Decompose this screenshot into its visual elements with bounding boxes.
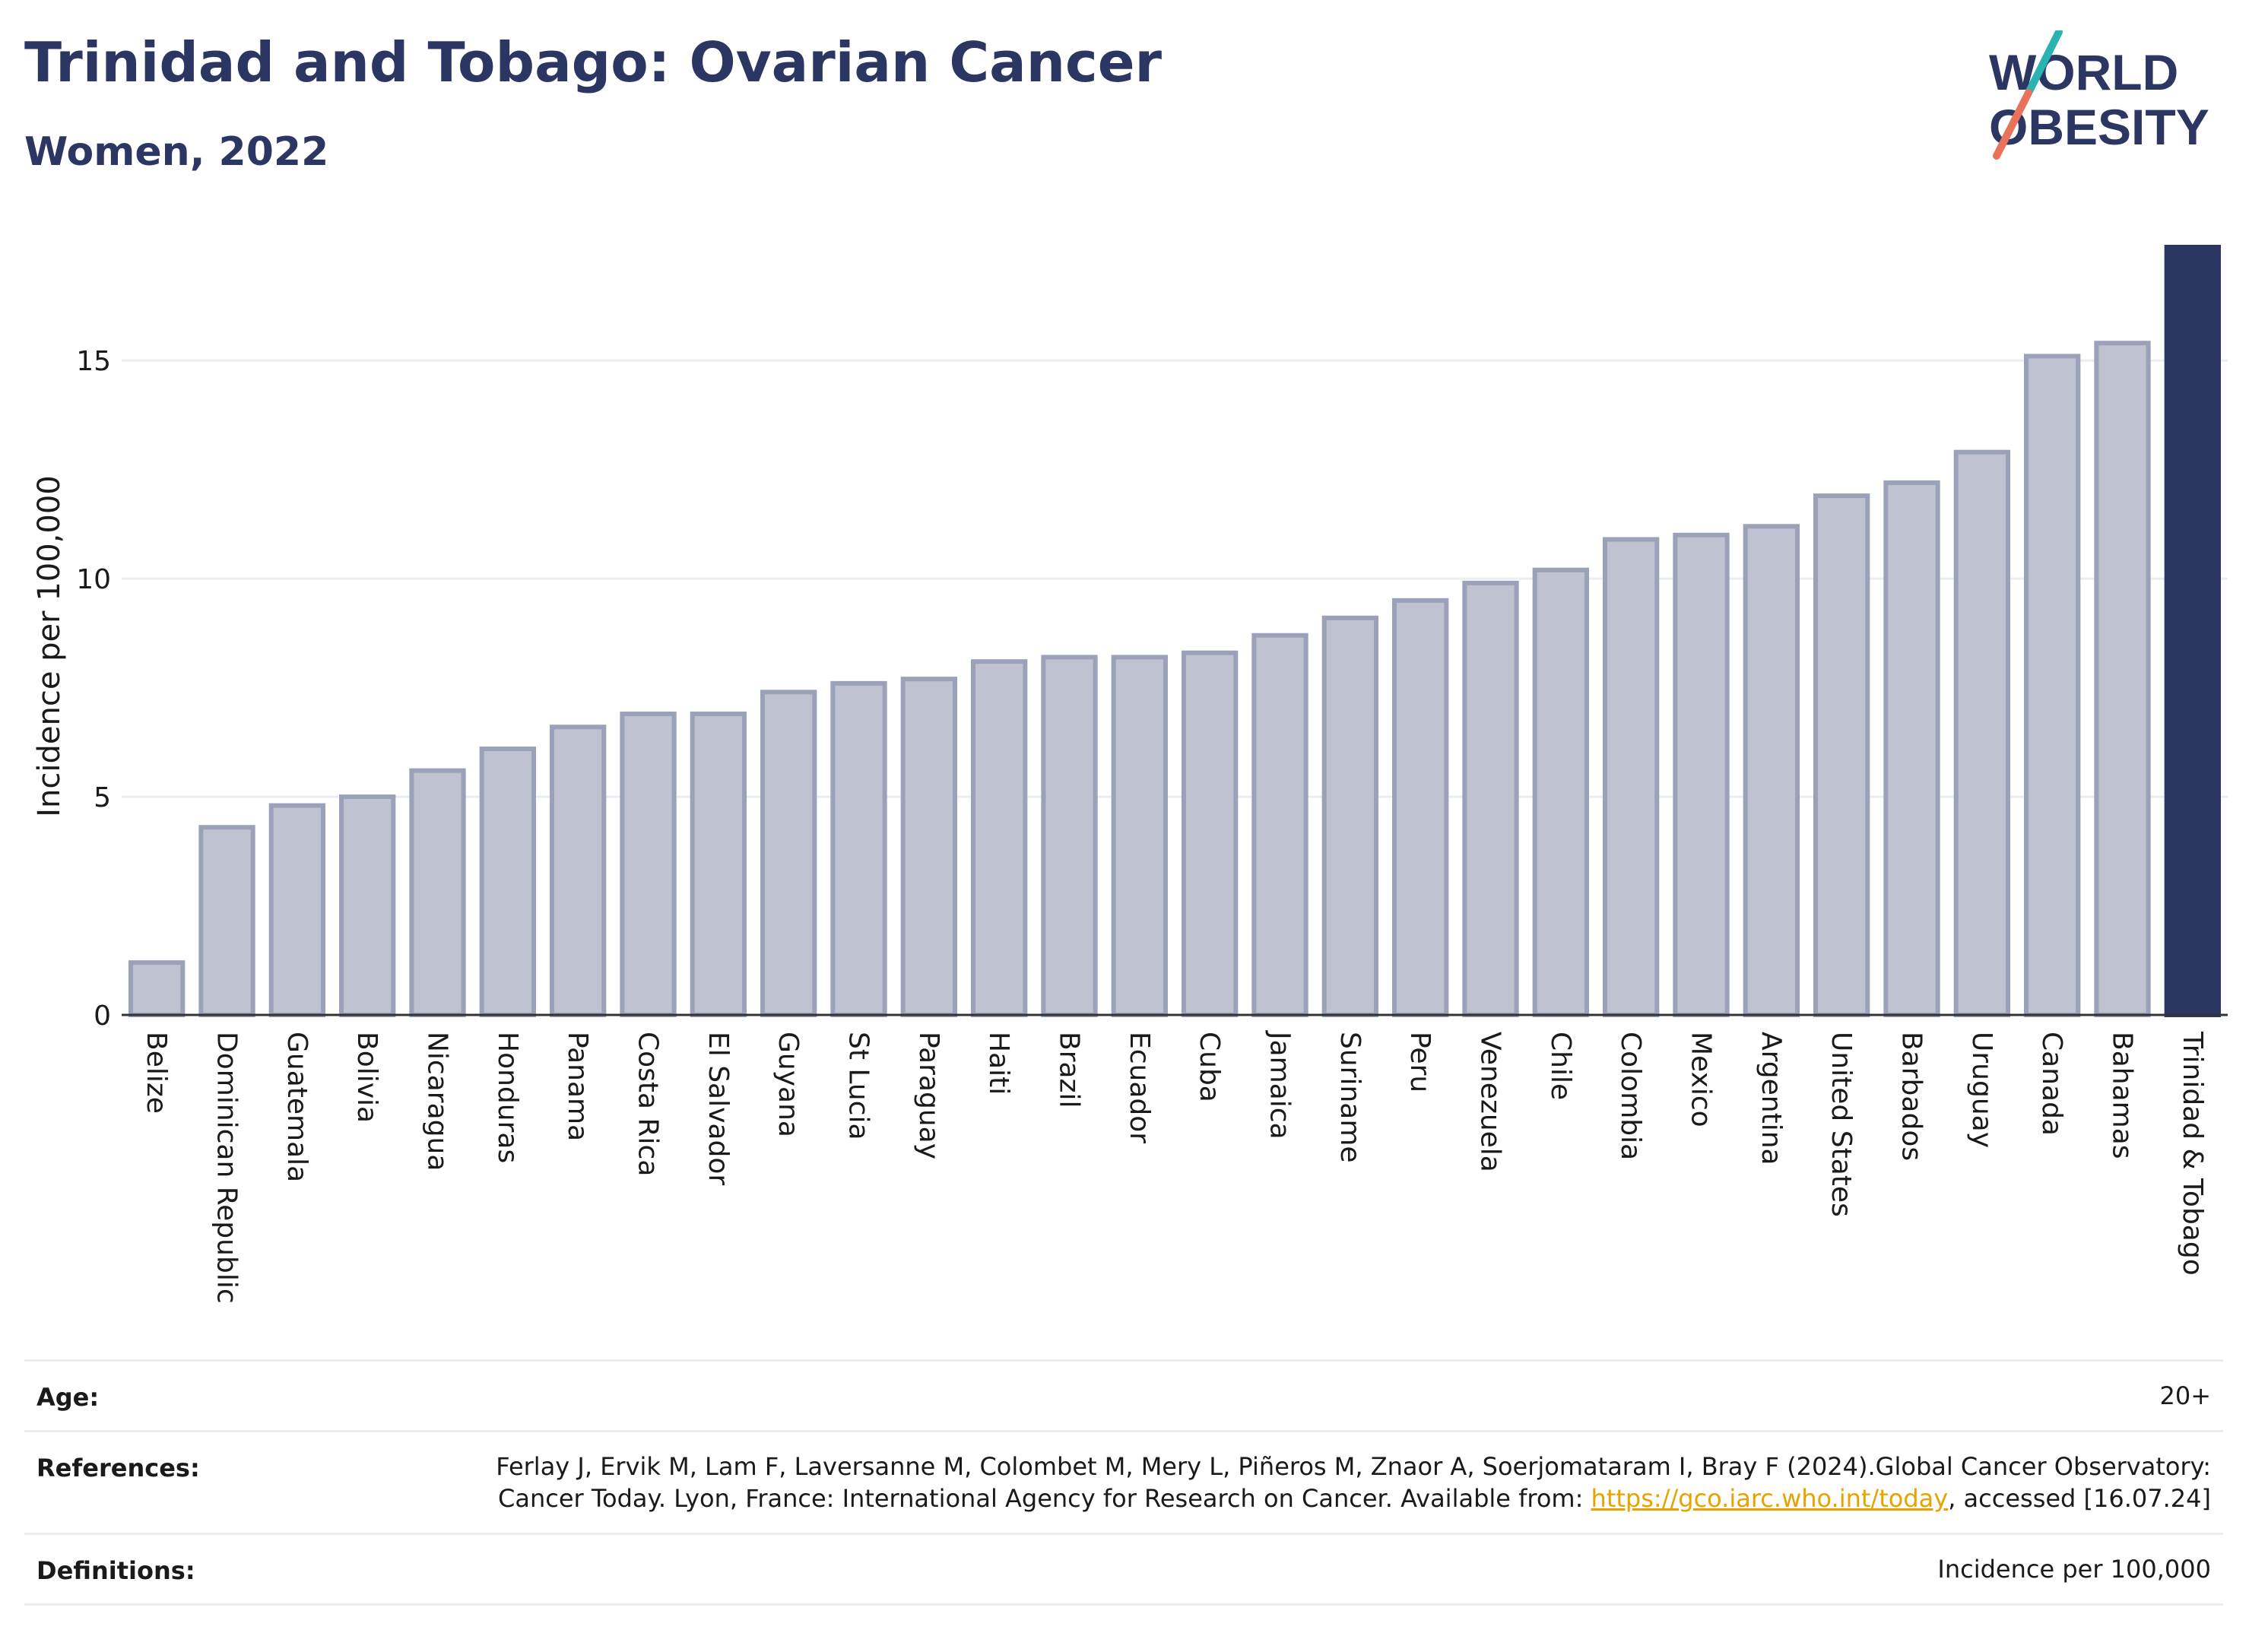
info-row-definitions: Definitions: Incidence per 100,000	[24, 1533, 2223, 1606]
x-tick-label: Guyana	[772, 1032, 804, 1137]
bar	[128, 960, 186, 1017]
bar	[1321, 615, 1378, 1017]
bar	[1392, 598, 1449, 1017]
y-tick-label: 0	[94, 1000, 111, 1032]
x-tick-label: Uruguay	[1966, 1032, 1997, 1148]
x-tick-label: Ecuador	[1124, 1032, 1155, 1143]
y-axis-label: Incidence per 100,000	[32, 475, 67, 817]
bar	[550, 725, 607, 1017]
x-tick-label: Trinidad & Tobago	[2177, 1031, 2208, 1276]
x-tick-label: Dominican Republic	[211, 1032, 243, 1304]
info-row-references: References: Ferlay J, Ervik M, Lam F, La…	[24, 1430, 2223, 1533]
bar	[479, 746, 536, 1017]
references-text-1: Ferlay J, Ervik M, Lam F, Laversanne M, …	[496, 1452, 2211, 1513]
bar	[1532, 567, 1589, 1017]
x-tick-label: Bahamas	[2107, 1032, 2138, 1159]
x-tick-label: Colombia	[1615, 1032, 1646, 1160]
x-tick-label: El Salvador	[703, 1032, 734, 1185]
x-tick-label: United States	[1826, 1032, 1857, 1217]
y-tick-label: 10	[76, 564, 111, 595]
bar	[1111, 655, 1168, 1017]
x-tick-label: Suriname	[1334, 1032, 1366, 1163]
bar	[900, 677, 957, 1017]
bar	[268, 803, 325, 1017]
x-tick-label: St Lucia	[843, 1032, 874, 1140]
bar	[1953, 449, 2010, 1017]
bar	[760, 690, 817, 1017]
x-tick-label: Paraguay	[913, 1032, 944, 1159]
bar	[620, 712, 677, 1018]
bar	[1462, 580, 1519, 1017]
x-tick-label: Guatemala	[281, 1032, 312, 1182]
x-tick-label: Canada	[2036, 1032, 2067, 1136]
references-text-2: , accessed [16.07.24]	[1948, 1484, 2211, 1513]
bar	[1673, 532, 1730, 1017]
bar	[1743, 524, 1800, 1017]
bar-chart: 0 5 10 15 Incidence per 100,000 Belize Dominic…	[32, 245, 2228, 1304]
bar	[198, 825, 255, 1018]
bar	[1883, 480, 1940, 1017]
x-tick-label: Barbados	[1896, 1032, 1927, 1161]
x-tick-label: Mexico	[1686, 1032, 1717, 1127]
bar	[1813, 493, 1870, 1017]
bar	[1041, 655, 1098, 1017]
bar	[1251, 633, 1308, 1017]
definitions-label: Definitions:	[36, 1556, 195, 1585]
bar	[339, 794, 396, 1018]
page-subtitle: Women, 2022	[24, 129, 329, 175]
bar	[1182, 650, 1239, 1017]
x-tick-label: Venezuela	[1475, 1032, 1506, 1172]
x-tick-label: Jamaica	[1264, 1030, 1296, 1140]
bar	[690, 712, 747, 1018]
x-tick-label: Nicaragua	[422, 1032, 453, 1171]
references-label: References:	[36, 1454, 200, 1482]
bar	[409, 768, 466, 1017]
logo-slash-teal	[2025, 30, 2063, 97]
bar	[2024, 354, 2081, 1018]
x-tick-label: Panama	[562, 1032, 593, 1141]
x-tick-label: Chile	[1545, 1032, 1576, 1100]
info-table: Age: 20+ References: Ferlay J, Ervik M, …	[24, 1359, 2223, 1606]
x-tick-label: Bolivia	[351, 1032, 382, 1123]
x-tick-label: Haiti	[983, 1032, 1014, 1095]
bar	[2094, 341, 2151, 1017]
bar	[2164, 245, 2221, 1017]
references-value: Ferlay J, Ervik M, Lam F, Laversanne M, …	[462, 1432, 2211, 1533]
y-tick-label: 5	[94, 782, 111, 813]
x-tick-label: Argentina	[1756, 1032, 1787, 1165]
world-obesity-logo: WORLD OBESITY	[1989, 30, 2209, 160]
logo-slash-coral	[1993, 89, 2032, 160]
definitions-value: Incidence per 100,000	[1937, 1555, 2211, 1584]
bar	[971, 659, 1028, 1018]
x-tick-label: Brazil	[1054, 1032, 1085, 1108]
x-tick-label: Honduras	[492, 1032, 523, 1163]
x-tick-label: Cuba	[1194, 1032, 1225, 1102]
y-tick-label: 15	[76, 346, 111, 377]
x-tick-label: Peru	[1404, 1032, 1435, 1092]
page-title: Trinidad and Tobago: Ovarian Cancer	[24, 30, 1163, 94]
age-value: 20+	[2159, 1381, 2211, 1410]
x-tick-label: Belize	[141, 1032, 172, 1114]
logo-line-2: OBESITY	[1989, 99, 2209, 155]
references-link[interactable]: https://gco.iarc.who.int/today	[1591, 1484, 1949, 1513]
bar	[1603, 537, 1660, 1017]
x-tick-label: Costa Rica	[633, 1032, 664, 1176]
logo-line-1: WORLD	[1989, 44, 2178, 100]
age-label: Age:	[36, 1383, 100, 1412]
bar	[830, 680, 887, 1017]
info-row-age: Age: 20+	[24, 1359, 2223, 1430]
